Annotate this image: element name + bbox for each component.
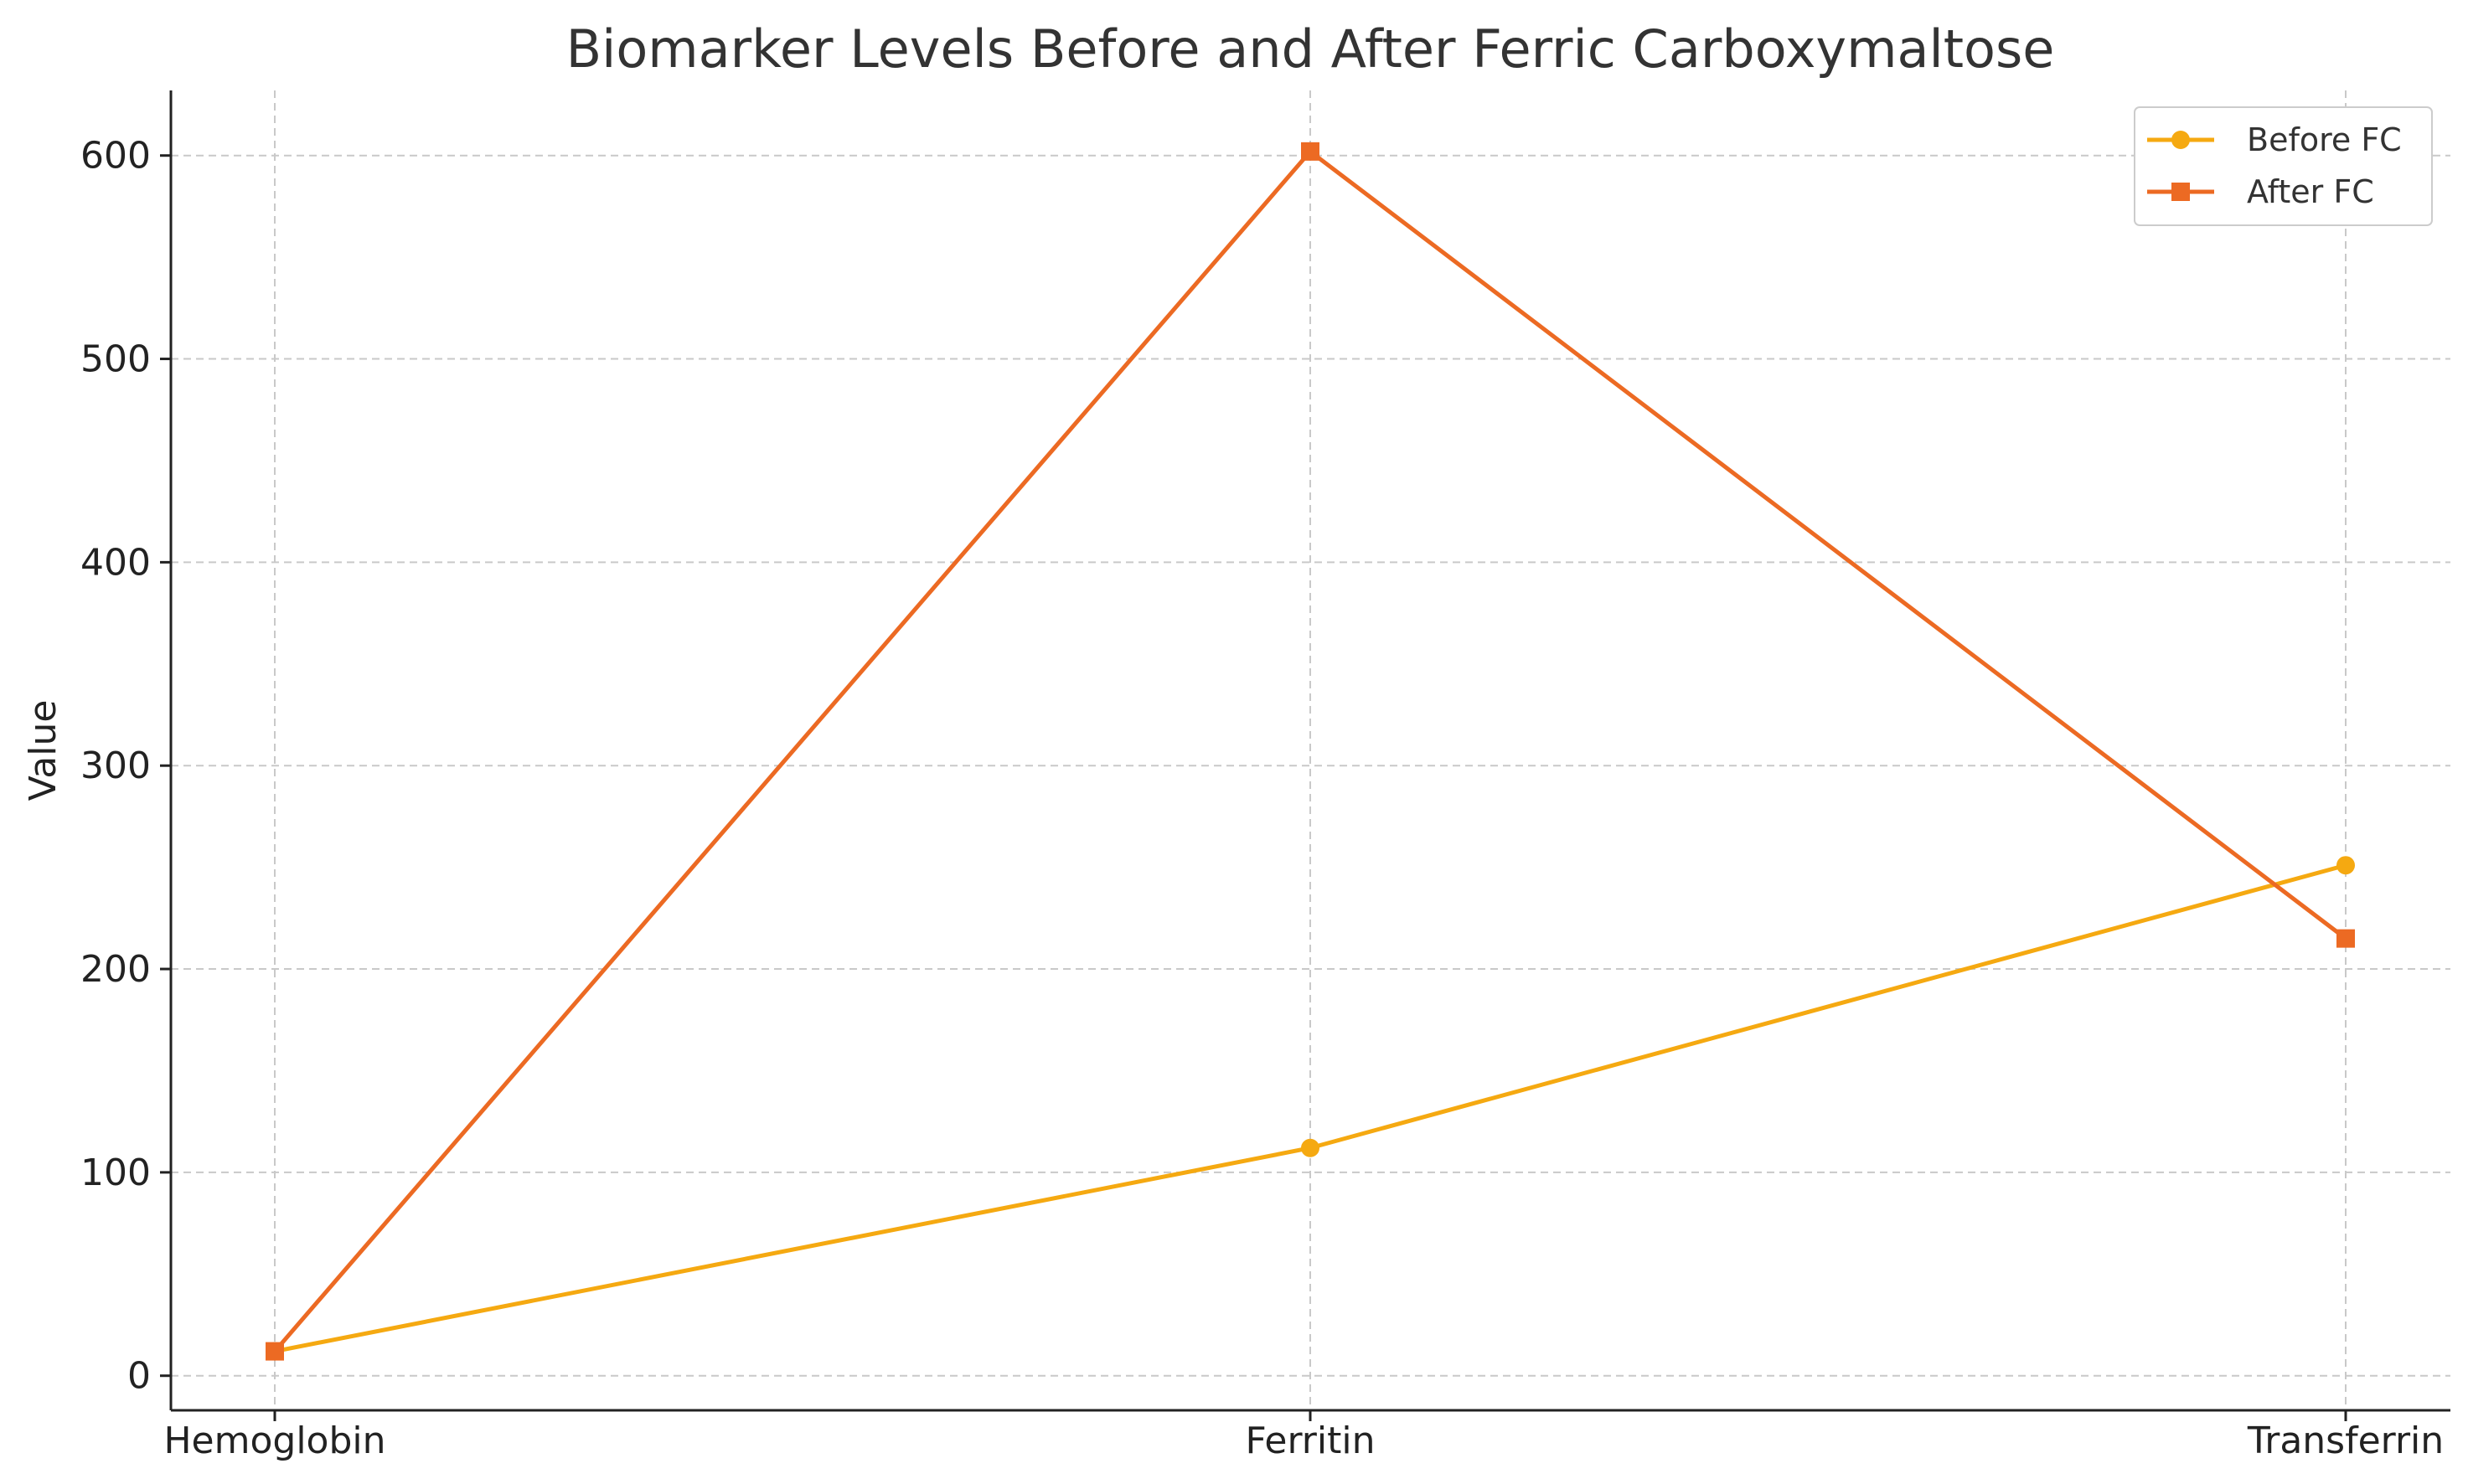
- x-tick-label-0: Hemoglobin: [163, 1420, 385, 1462]
- legend-marker-0: [2171, 131, 2190, 149]
- y-tick-label-0: 0: [127, 1355, 151, 1398]
- y-tick-label-4: 400: [80, 541, 151, 584]
- legend: Before FC After FC: [2134, 106, 2433, 226]
- x-tick-label-1: Ferritin: [1246, 1420, 1376, 1462]
- y-tick-label-1: 100: [80, 1152, 151, 1194]
- tick-layer: 0 100 200 300 400 500 600 Hemoglobin Ferritin Tra…: [80, 135, 2444, 1462]
- legend-label-1: After FC: [2247, 173, 2374, 210]
- y-tick-label-6: 600: [80, 135, 151, 178]
- series-0-point-2: [2336, 856, 2355, 875]
- grid-layer: [171, 90, 2450, 1410]
- y-tick-label-5: 500: [80, 338, 151, 381]
- legend-marker-1: [2171, 183, 2190, 201]
- series-0-point-1: [1301, 1138, 1319, 1157]
- legend-label-0: Before FC: [2247, 121, 2402, 158]
- series-1-point-0: [266, 1342, 284, 1361]
- series-1-point-1: [1301, 142, 1319, 161]
- y-tick-label-3: 300: [80, 745, 151, 787]
- chart-title: Biomarker Levels Before and After Ferric…: [566, 18, 2055, 80]
- legend-frame: [2134, 106, 2433, 226]
- y-axis-label: Value: [22, 700, 65, 801]
- series-layer: [266, 142, 2355, 1361]
- y-tick-label-2: 200: [80, 948, 151, 991]
- x-tick-label-2: Transferrin: [2247, 1420, 2444, 1462]
- series-1-point-2: [2336, 929, 2355, 948]
- legend-items: Before FC After FC: [2147, 121, 2402, 210]
